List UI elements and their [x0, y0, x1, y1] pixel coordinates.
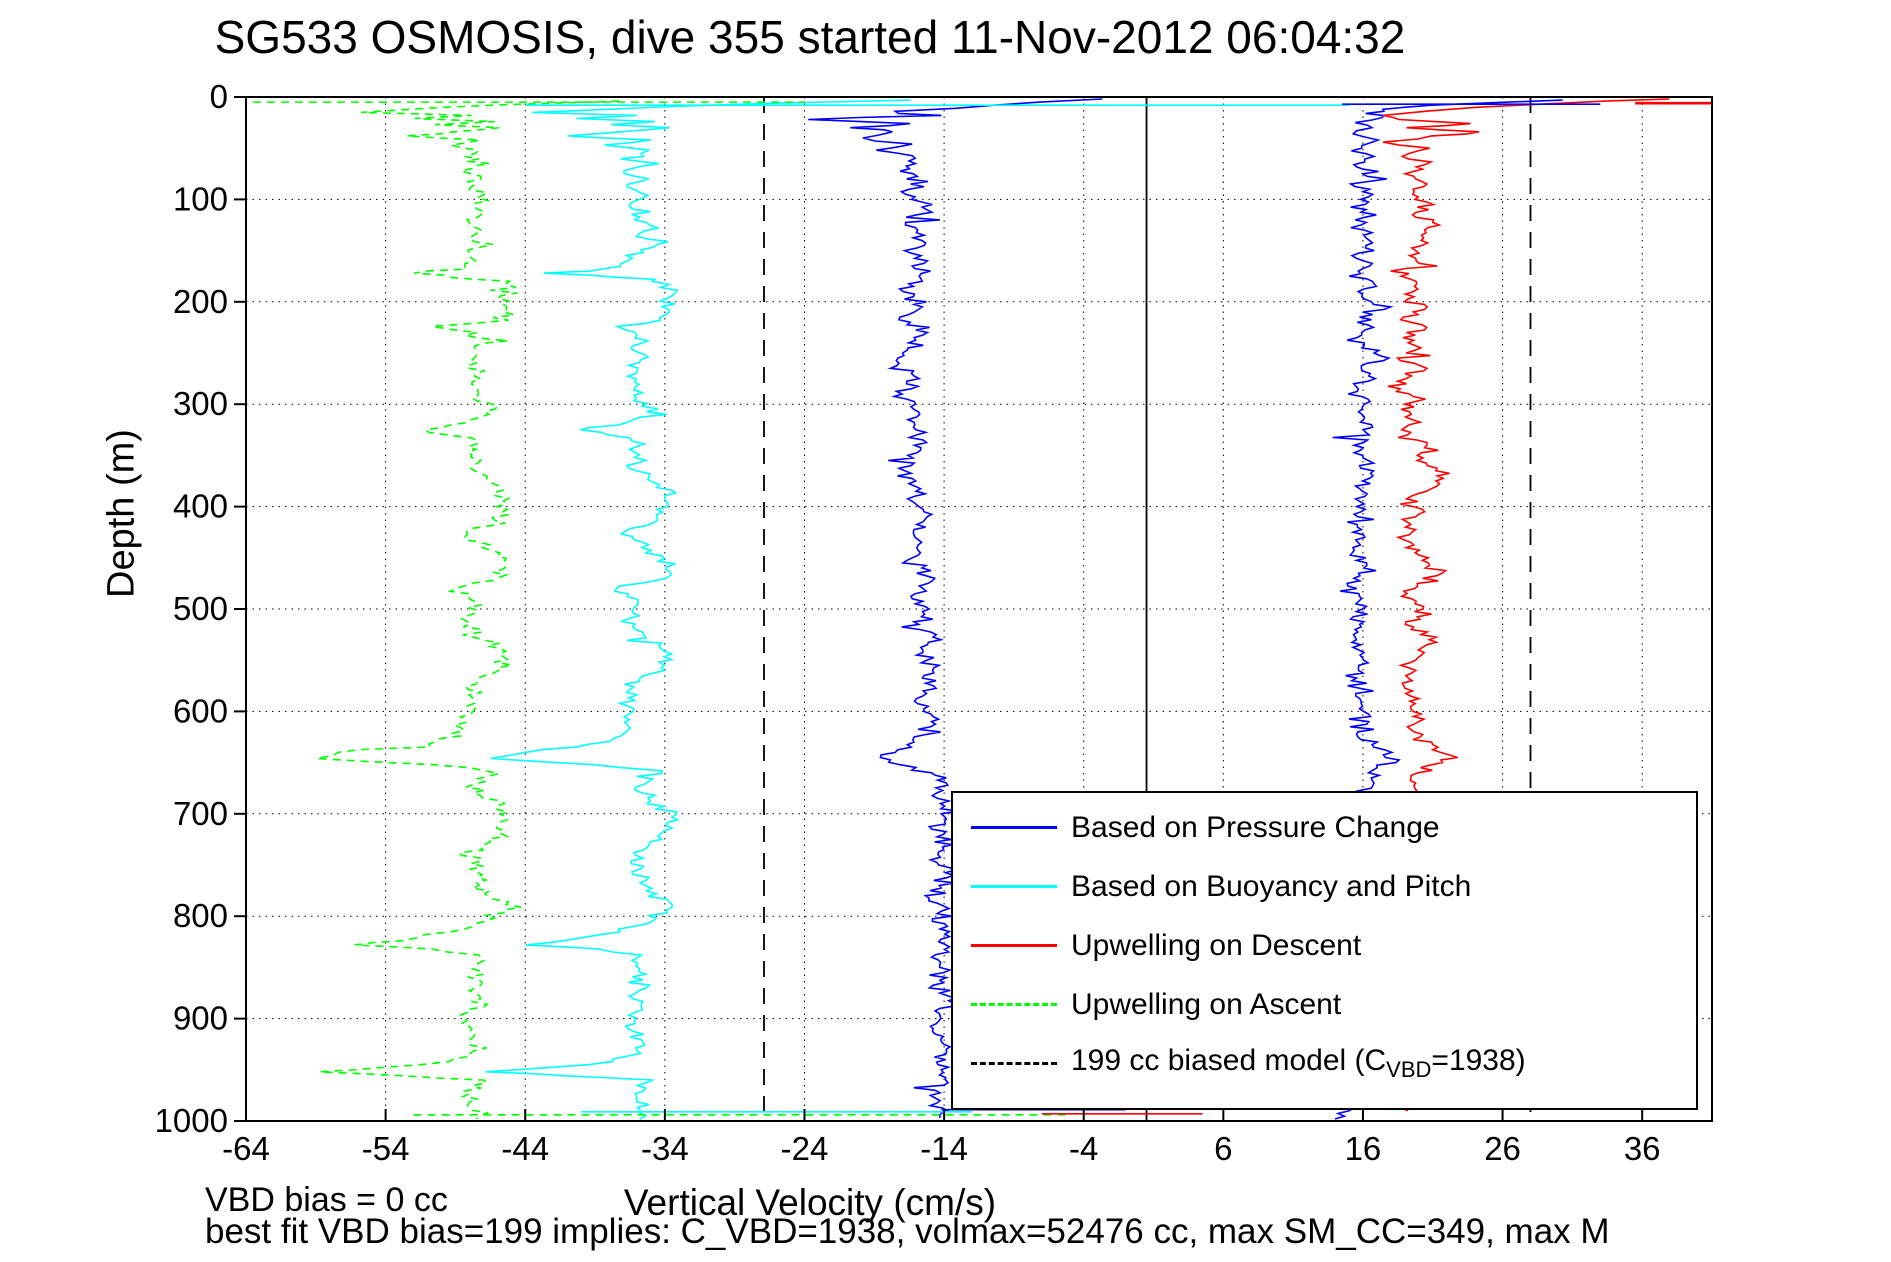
legend-entry-upwelling-ascent: Upwelling on Ascent — [953, 975, 1696, 1034]
legend-label-biased-model: 199 cc biased model (CVBD=1938) — [1071, 1044, 1526, 1082]
legend-entry-biased-model: 199 cc biased model (CVBD=1938) — [953, 1034, 1696, 1093]
legend-line-upwelling-ascent — [971, 1003, 1057, 1006]
x-tick-label: -64 — [222, 1130, 270, 1167]
legend-line-pressure-change — [971, 826, 1057, 829]
y-tick-label: 200 — [173, 283, 228, 320]
y-tick-label: 0 — [210, 78, 228, 115]
series-upwelling-ascent — [316, 100, 620, 1120]
legend-line-biased-model — [971, 1062, 1057, 1065]
x-tick-label: -14 — [920, 1130, 968, 1167]
y-tick-label: 700 — [173, 795, 228, 832]
y-tick-label: 300 — [173, 385, 228, 422]
legend-entry-buoyancy-pitch: Based on Buoyancy and Pitch — [953, 857, 1696, 916]
legend-label-upwelling-ascent: Upwelling on Ascent — [1071, 987, 1342, 1021]
legend-label-pressure-change: Based on Pressure Change — [1071, 810, 1440, 844]
x-tick-label: 26 — [1484, 1130, 1521, 1167]
x-tick-label: 6 — [1214, 1130, 1232, 1167]
y-tick-label: 600 — [173, 692, 228, 729]
y-tick-label: 800 — [173, 897, 228, 934]
legend-label-upwelling-descent: Upwelling on Descent — [1071, 928, 1362, 962]
legend-line-upwelling-descent — [971, 944, 1057, 947]
x-tick-label: 36 — [1624, 1130, 1661, 1167]
x-tick-label: -34 — [641, 1130, 689, 1167]
x-tick-label: -24 — [781, 1130, 829, 1167]
legend-entry-pressure-change: Based on Pressure Change — [953, 798, 1696, 857]
series-buoyancy-pitch — [485, 99, 911, 1120]
y-tick-label: 100 — [173, 180, 228, 217]
series-pressure-change-descent — [808, 98, 1103, 1118]
legend: Based on Pressure Change Based on Buoyanc… — [951, 791, 1698, 1110]
legend-label-buoyancy-pitch: Based on Buoyancy and Pitch — [1071, 869, 1472, 903]
x-tick-label: 16 — [1345, 1130, 1382, 1167]
chart-title: SG533 OSMOSIS, dive 355 started 11-Nov-2… — [214, 11, 1406, 63]
legend-line-buoyancy-pitch — [971, 885, 1057, 888]
y-tick-label: 1000 — [155, 1102, 228, 1139]
x-tick-label: -44 — [501, 1130, 549, 1167]
x-tick-label: -54 — [362, 1130, 410, 1167]
y-tick-label: 500 — [173, 590, 228, 627]
legend-entry-upwelling-descent: Upwelling on Descent — [953, 916, 1696, 975]
x-tick-label: -4 — [1069, 1130, 1098, 1167]
best-fit-annotation: best fit VBD bias=199 implies: C_VBD=193… — [205, 1212, 1610, 1251]
vbd-bias-annotation: VBD bias = 0 cc — [205, 1181, 448, 1219]
y-tick-label: 400 — [173, 488, 228, 525]
y-tick-label: 900 — [173, 1000, 228, 1037]
